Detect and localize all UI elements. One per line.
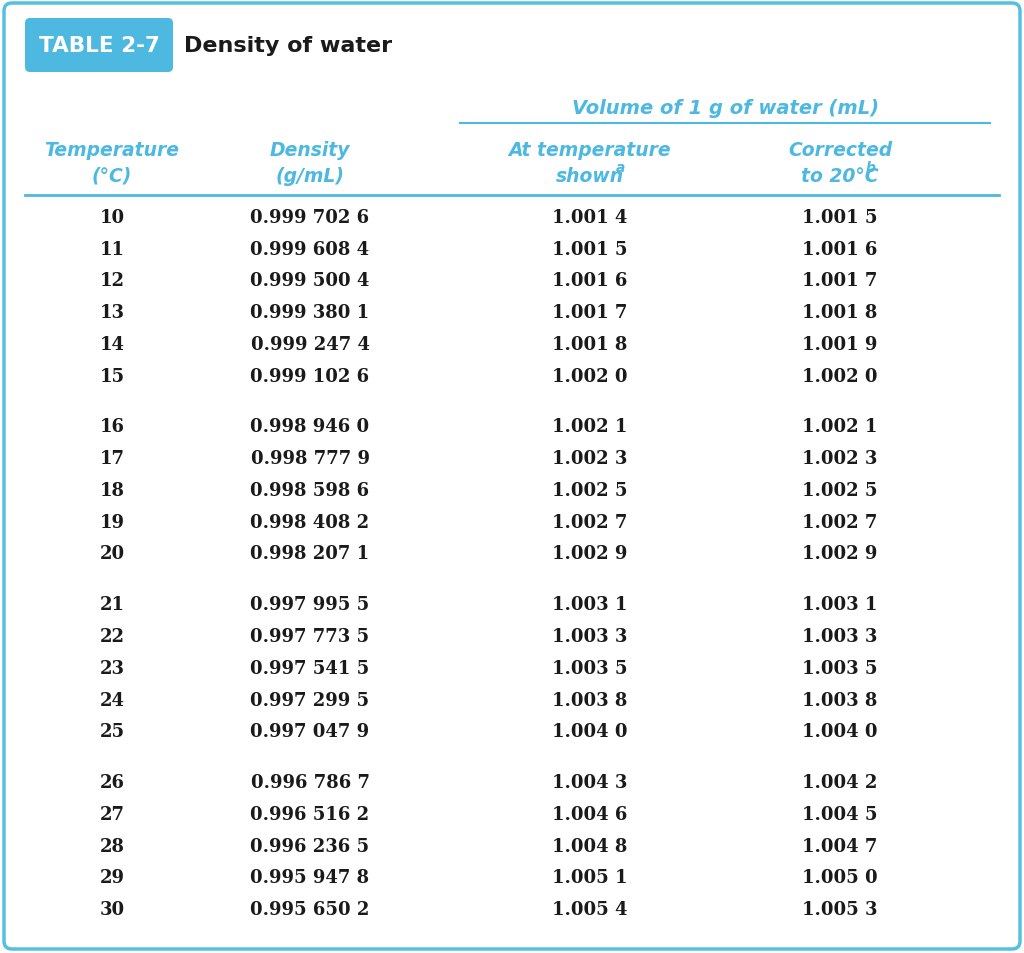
Text: 25: 25 [99,722,125,740]
Text: Corrected: Corrected [787,140,892,159]
Text: 0.996 516 2: 0.996 516 2 [251,805,370,823]
Text: 1.002 0: 1.002 0 [802,367,878,385]
Text: 12: 12 [99,273,125,290]
Text: 1.003 5: 1.003 5 [802,659,878,677]
Text: 1.003 3: 1.003 3 [803,627,878,645]
Text: 11: 11 [99,240,125,258]
Text: 0.999 500 4: 0.999 500 4 [250,273,370,290]
Text: 20: 20 [99,545,125,563]
Text: 1.001 6: 1.001 6 [552,273,628,290]
Text: Density: Density [269,140,350,159]
FancyBboxPatch shape [25,19,173,73]
Text: to 20°C: to 20°C [801,167,879,185]
Text: 24: 24 [99,691,125,709]
Text: 28: 28 [99,837,125,855]
Text: 14: 14 [99,335,125,354]
Text: 1.004 3: 1.004 3 [552,773,628,791]
Text: 0.997 541 5: 0.997 541 5 [251,659,370,677]
Text: 0.999 380 1: 0.999 380 1 [251,304,370,322]
FancyBboxPatch shape [4,4,1020,949]
Text: 1.002 9: 1.002 9 [552,545,628,563]
Text: 0.995 947 8: 0.995 947 8 [251,868,370,886]
Text: 0.998 946 0: 0.998 946 0 [251,418,370,436]
Text: 1.002 1: 1.002 1 [803,418,878,436]
Text: 1.002 5: 1.002 5 [552,481,628,499]
Text: 10: 10 [99,209,125,227]
Text: 1.003 1: 1.003 1 [552,596,628,614]
Text: shown: shown [556,167,624,185]
Text: 1.001 8: 1.001 8 [803,304,878,322]
Text: At temperature: At temperature [509,140,672,159]
Text: b: b [866,161,876,174]
Text: 1.001 7: 1.001 7 [803,273,878,290]
Text: 0.995 650 2: 0.995 650 2 [250,901,370,918]
Text: Density of water: Density of water [184,36,392,56]
Text: 1.005 3: 1.005 3 [802,901,878,918]
Text: 1.001 9: 1.001 9 [803,335,878,354]
Text: 1.001 5: 1.001 5 [802,209,878,227]
Text: 1.002 3: 1.002 3 [552,450,628,468]
Text: 1.004 8: 1.004 8 [552,837,628,855]
Text: 1.002 1: 1.002 1 [552,418,628,436]
Text: 1.003 5: 1.003 5 [552,659,628,677]
Text: 17: 17 [99,450,125,468]
Text: 23: 23 [99,659,125,677]
Text: 1.001 4: 1.001 4 [552,209,628,227]
Text: 19: 19 [99,513,125,531]
Text: TABLE 2-7: TABLE 2-7 [39,36,160,56]
Text: 1.003 8: 1.003 8 [803,691,878,709]
Text: 30: 30 [99,901,125,918]
Text: 0.998 207 1: 0.998 207 1 [251,545,370,563]
Text: 16: 16 [99,418,125,436]
Text: 26: 26 [99,773,125,791]
Text: (g/mL): (g/mL) [275,167,344,185]
Text: 0.999 702 6: 0.999 702 6 [251,209,370,227]
Text: 18: 18 [99,481,125,499]
Text: 1.002 9: 1.002 9 [803,545,878,563]
Text: 1.004 5: 1.004 5 [802,805,878,823]
Text: 0.998 777 9: 0.998 777 9 [251,450,370,468]
Text: 0.999 608 4: 0.999 608 4 [251,240,370,258]
Text: 0.996 786 7: 0.996 786 7 [251,773,370,791]
Text: 1.002 7: 1.002 7 [803,513,878,531]
Text: 0.999 102 6: 0.999 102 6 [251,367,370,385]
Text: 0.998 598 6: 0.998 598 6 [251,481,370,499]
Text: Volume of 1 g of water (mL): Volume of 1 g of water (mL) [571,98,879,117]
Text: 1.001 6: 1.001 6 [803,240,878,258]
Text: 1.004 0: 1.004 0 [552,722,628,740]
Text: 1.005 4: 1.005 4 [552,901,628,918]
Text: 29: 29 [99,868,125,886]
Text: 0.997 047 9: 0.997 047 9 [251,722,370,740]
Text: Temperature: Temperature [44,140,179,159]
Text: 1.004 2: 1.004 2 [803,773,878,791]
Text: 0.997 773 5: 0.997 773 5 [251,627,370,645]
Text: 1.002 5: 1.002 5 [802,481,878,499]
Text: 1.002 0: 1.002 0 [552,367,628,385]
Text: 1.003 1: 1.003 1 [803,596,878,614]
Text: 0.999 247 4: 0.999 247 4 [251,335,370,354]
Text: 1.002 3: 1.002 3 [803,450,878,468]
Text: (°C): (°C) [92,167,132,185]
Text: 15: 15 [99,367,125,385]
Text: 1.004 7: 1.004 7 [803,837,878,855]
Text: 22: 22 [99,627,125,645]
Text: 0.996 236 5: 0.996 236 5 [251,837,370,855]
Text: 27: 27 [99,805,125,823]
Text: a: a [616,161,626,174]
Text: 21: 21 [99,596,125,614]
Text: 1.001 8: 1.001 8 [552,335,628,354]
Text: 1.005 0: 1.005 0 [802,868,878,886]
Text: 0.997 995 5: 0.997 995 5 [251,596,370,614]
Text: 1.001 7: 1.001 7 [552,304,628,322]
Text: 1.005 1: 1.005 1 [552,868,628,886]
Text: 13: 13 [99,304,125,322]
Text: 1.002 7: 1.002 7 [552,513,628,531]
Text: 1.001 5: 1.001 5 [552,240,628,258]
Text: 1.004 6: 1.004 6 [552,805,628,823]
Text: 1.003 3: 1.003 3 [552,627,628,645]
Text: 1.003 8: 1.003 8 [552,691,628,709]
Text: 1.004 0: 1.004 0 [802,722,878,740]
Text: 0.998 408 2: 0.998 408 2 [251,513,370,531]
Text: 0.997 299 5: 0.997 299 5 [251,691,370,709]
